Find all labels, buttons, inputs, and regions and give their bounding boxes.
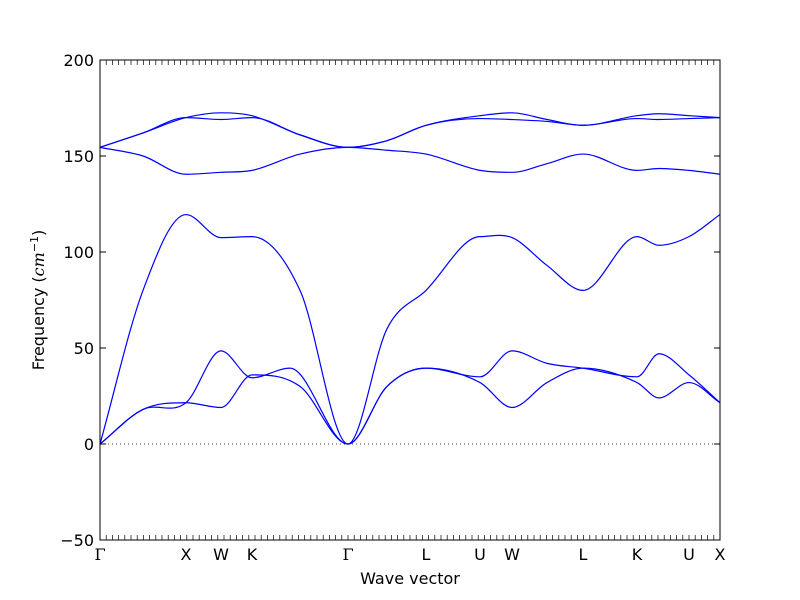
x-tick-label: U — [474, 545, 486, 564]
x-tick-label: X — [715, 545, 726, 564]
y-axis-title: Frequency (cm−1) — [28, 230, 49, 371]
x-tick-label: U — [683, 545, 695, 564]
y-axis-unit-exp: −1 — [28, 236, 41, 252]
y-tick-label: −50 — [60, 531, 94, 550]
x-tick-label: W — [213, 545, 229, 564]
band-line-1 — [99, 367, 721, 445]
band-line-5 — [99, 116, 721, 148]
band-line-4 — [99, 146, 721, 175]
y-tick-label: 50 — [74, 339, 94, 358]
y-axis-unit: cm — [29, 252, 48, 276]
band-line-2 — [99, 350, 721, 445]
band-line-6 — [99, 112, 721, 148]
x-tick-label: L — [579, 545, 588, 564]
x-tick-label: Γ — [342, 545, 353, 564]
x-tick-label: Γ — [94, 545, 105, 564]
y-tick-label: 150 — [63, 147, 94, 166]
x-axis-title: Wave vector — [360, 569, 460, 588]
x-tick-label: W — [504, 545, 520, 564]
y-tick-label: 100 — [63, 243, 94, 262]
x-tick-label: L — [422, 545, 431, 564]
band-line-3 — [99, 213, 721, 445]
y-tick-label: 200 — [63, 51, 94, 70]
x-tick-label: K — [632, 545, 643, 564]
y-axis-title-text: Frequency — [29, 288, 48, 371]
x-tick-label: K — [247, 545, 258, 564]
x-tick-label: X — [181, 545, 192, 564]
y-tick-label: 0 — [84, 435, 94, 454]
